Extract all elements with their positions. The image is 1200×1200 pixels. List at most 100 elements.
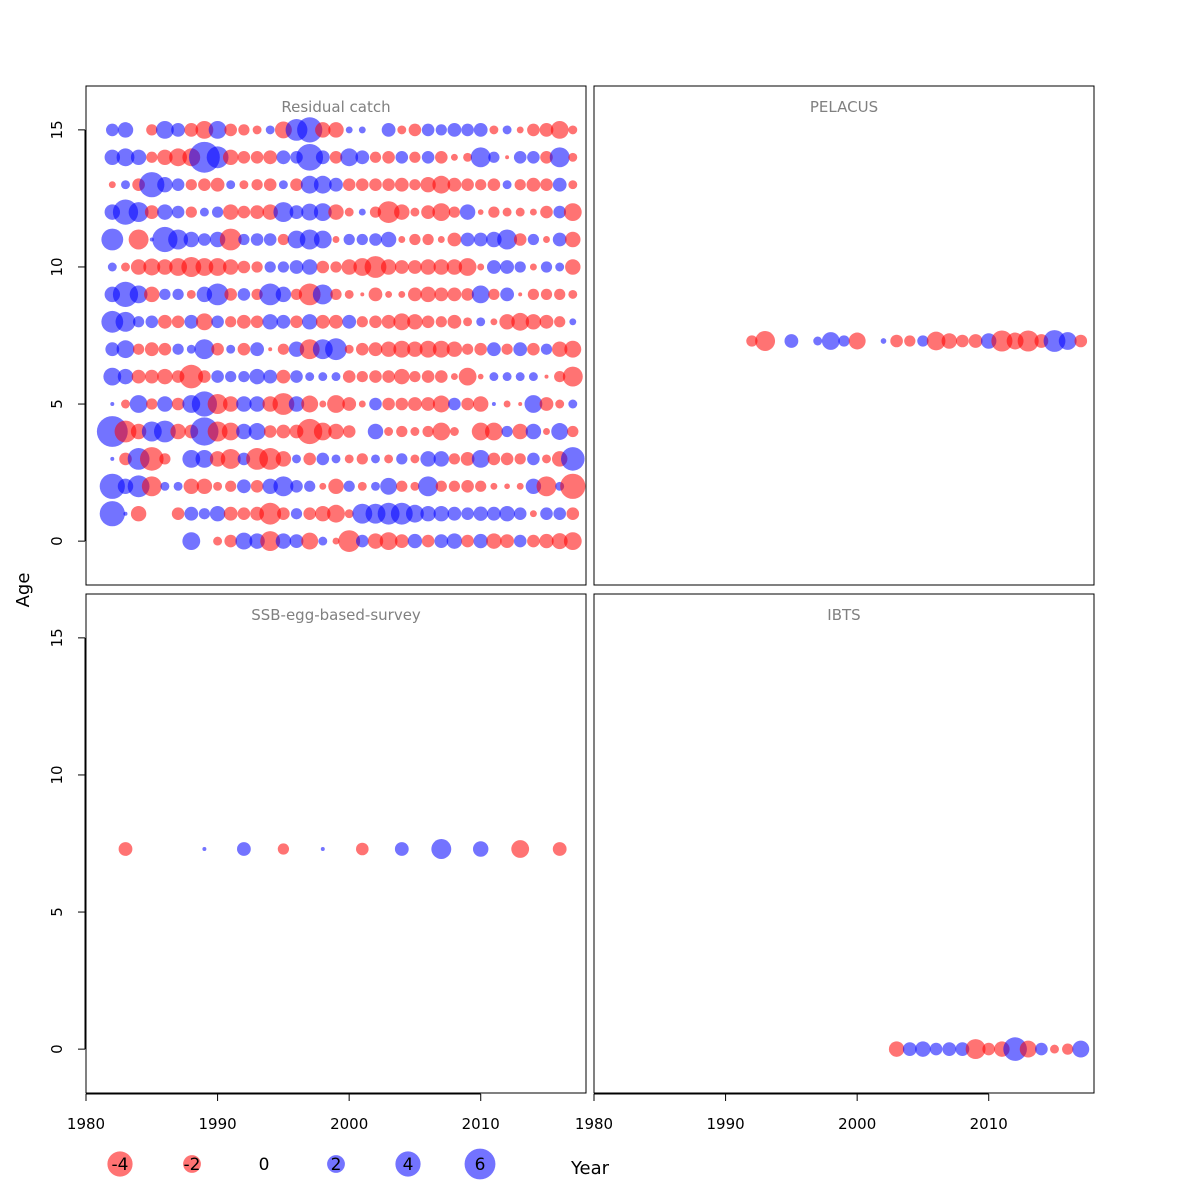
- bubble-point: [394, 177, 409, 192]
- bubble-point: [568, 399, 578, 409]
- bubble-point: [539, 314, 554, 329]
- y-tick-label: 15: [48, 628, 66, 647]
- bubble-point: [500, 260, 514, 274]
- bubble-point: [384, 454, 394, 464]
- bubble-point: [568, 152, 578, 162]
- y-tick-label: 10: [48, 257, 66, 276]
- bubble-point: [222, 204, 239, 220]
- bubble-point: [219, 228, 242, 251]
- bubble-point: [487, 342, 501, 357]
- bubble-point: [222, 396, 239, 412]
- bubble-point: [110, 402, 115, 406]
- bubble-point: [225, 370, 237, 383]
- bubble-point: [554, 316, 566, 328]
- bubble-point: [118, 842, 133, 856]
- bubble-point: [312, 284, 333, 305]
- bubble-point: [144, 286, 160, 303]
- bubble-point: [99, 501, 125, 527]
- bubble-point: [186, 289, 196, 299]
- bubble-point: [288, 396, 305, 412]
- bubble-point: [511, 312, 530, 331]
- bubble-point: [502, 207, 512, 217]
- bubble-point: [369, 315, 382, 329]
- bubble-point: [434, 534, 449, 548]
- bubble-point: [237, 842, 251, 856]
- bubble-point: [289, 534, 304, 548]
- bubble-point: [356, 316, 368, 328]
- bubble-point: [313, 230, 332, 249]
- bubble-point: [355, 150, 370, 165]
- bubble-point: [303, 452, 317, 466]
- bubble-point: [224, 288, 237, 301]
- bubble-point: [276, 150, 291, 165]
- bubble-point: [525, 423, 542, 440]
- bubble-point: [195, 449, 214, 468]
- axes-group: 0 5 10 15 0 5 10 15 1980 1990 2000 2010 1980 1990 2000…: [48, 120, 1008, 1133]
- bubble-point: [539, 397, 554, 411]
- bubble-point: [252, 125, 262, 135]
- bubble-point: [121, 399, 130, 409]
- panel-3: SSB-egg-based-survey: [85, 593, 587, 1094]
- bubble-point: [237, 151, 251, 164]
- bubble-point: [338, 530, 361, 553]
- bubble-point: [356, 534, 369, 548]
- bubble-point: [331, 372, 341, 382]
- bubble-point: [236, 396, 252, 412]
- bubble-point: [236, 423, 252, 440]
- bubble-point: [461, 178, 474, 191]
- bubble-point: [514, 179, 526, 191]
- bubble-point: [222, 259, 239, 275]
- bubble-point: [299, 229, 320, 250]
- legend-label: -4: [112, 1155, 129, 1175]
- bubble-point: [114, 420, 137, 443]
- bubble-point: [330, 288, 342, 301]
- bubble-point: [379, 532, 398, 551]
- bubble-point: [473, 533, 488, 549]
- x-tick-label: 1990: [198, 1115, 236, 1133]
- bubble-point: [450, 153, 458, 161]
- bubble-point: [410, 454, 420, 464]
- bubble-point: [381, 314, 396, 329]
- bubble-point: [316, 452, 330, 466]
- bubble-point: [813, 336, 823, 346]
- bubble-point: [746, 335, 758, 347]
- bubble-point: [327, 504, 345, 523]
- bubble-point: [968, 334, 983, 348]
- bubble-point: [123, 511, 128, 516]
- bubble-point: [292, 454, 301, 464]
- y-tick-label: 5: [48, 399, 66, 409]
- bubble-point: [490, 318, 498, 326]
- bubble-point: [265, 125, 275, 135]
- bubble-point: [420, 505, 436, 522]
- bubble-point: [130, 423, 147, 440]
- bubble-point: [421, 315, 435, 329]
- bubble-point: [420, 176, 436, 193]
- bubble-point: [159, 453, 171, 465]
- bubble-point: [447, 232, 462, 247]
- bubble-point: [157, 396, 173, 412]
- bubble-point: [408, 123, 422, 137]
- bubble-point: [527, 288, 540, 301]
- bubble-point: [821, 332, 840, 350]
- bubble-point: [390, 502, 413, 525]
- bubble-point: [172, 288, 184, 301]
- size-legend: -4 -2 0 2 4 6: [107, 1148, 496, 1180]
- bubble-point: [555, 262, 565, 272]
- bubble-point: [358, 126, 366, 134]
- bubble-point: [101, 228, 124, 251]
- bubble-point: [117, 122, 134, 138]
- bubble-point: [238, 233, 250, 246]
- bubble-point: [211, 206, 224, 218]
- bubble-point: [358, 400, 366, 408]
- bubble-point: [421, 123, 435, 137]
- bubble-point: [226, 344, 236, 354]
- bubble-point: [514, 261, 526, 273]
- panels-group: Residual catch PELACUS SSB-egg-based-surve…: [85, 85, 1095, 1094]
- bubble-point: [237, 314, 251, 329]
- bubble-point: [358, 208, 366, 216]
- bubble-point: [942, 1042, 957, 1056]
- bubble-point: [890, 334, 903, 348]
- bubble-point: [385, 290, 393, 298]
- bubble-point: [275, 286, 292, 303]
- x-tick-label: 2000: [330, 1115, 368, 1133]
